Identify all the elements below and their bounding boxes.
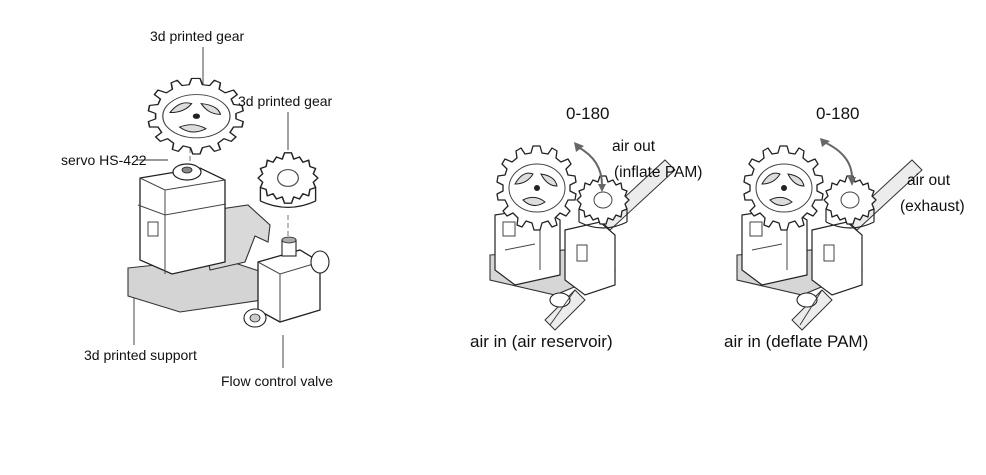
small-gear-illustration	[257, 152, 319, 209]
label-air-out-1: air out	[612, 138, 656, 155]
label-small-gear: 3d printed gear	[238, 93, 333, 109]
rotation-arrow-2	[820, 138, 856, 186]
large-gear-illustration	[147, 77, 244, 155]
label-large-gear: 3d printed gear	[150, 28, 245, 44]
servo-illustration	[127, 163, 271, 313]
label-range-2: 0-180	[816, 104, 860, 123]
label-air-in-2: air in (deflate PAM)	[724, 332, 869, 351]
valve-illustration	[243, 236, 330, 328]
label-air-out-2: air out	[907, 172, 951, 189]
assembly-exhaust	[737, 146, 922, 330]
label-range-1: 0-180	[566, 104, 610, 123]
rotation-arrow-1	[574, 142, 606, 192]
label-air-in-1: air in (air reservoir)	[470, 332, 613, 351]
label-valve: Flow control valve	[221, 373, 334, 389]
label-air-out-2-detail: (exhaust)	[900, 198, 965, 215]
label-servo: servo HS-422	[61, 152, 147, 168]
label-air-out-1-detail: (inflate PAM)	[614, 164, 703, 181]
label-support: 3d printed support	[84, 347, 197, 363]
